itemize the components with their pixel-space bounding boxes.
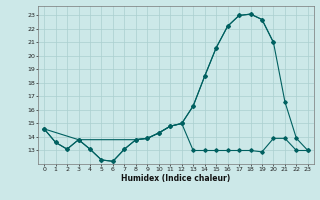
X-axis label: Humidex (Indice chaleur): Humidex (Indice chaleur) [121, 174, 231, 183]
